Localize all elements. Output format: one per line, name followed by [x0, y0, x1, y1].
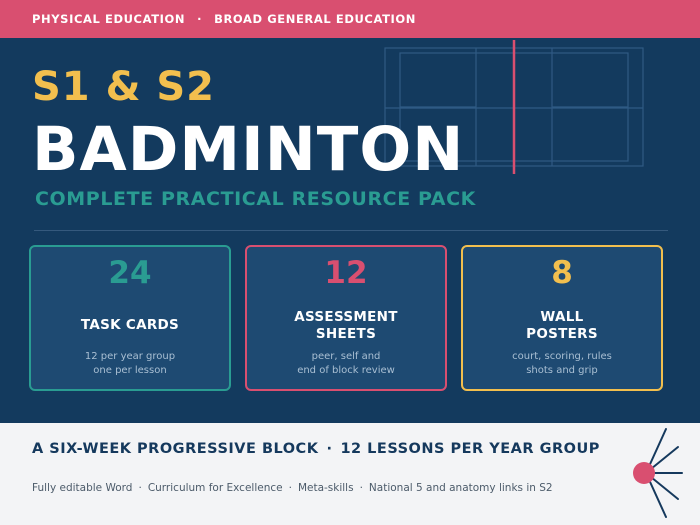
top-banner: PHYSICAL EDUCATION · BROAD GENERAL EDUCA… — [0, 0, 700, 38]
feature-item: Meta-skills — [297, 482, 354, 494]
badminton-court-icon — [384, 40, 644, 174]
card-count: 12 — [324, 255, 368, 291]
shuttlecock-icon — [633, 428, 683, 518]
block-duration: A SIX-WEEK PROGRESSIVE BLOCK — [32, 441, 319, 457]
assessment-sheets-card: 12 ASSESSMENT SHEETS peer, self and end … — [245, 245, 447, 391]
card-label-line: POSTERS — [526, 326, 598, 342]
feature-separator: · — [138, 482, 142, 494]
banner-separator: · — [197, 12, 203, 26]
hero-section: S1 & S2 BADMINTON COMPLETE PRACTICAL RES… — [0, 38, 700, 423]
footer: A SIX-WEEK PROGRESSIVE BLOCK · 12 LESSONS … — [0, 423, 700, 525]
curriculum-level-label: BROAD GENERAL EDUCATION — [214, 12, 417, 26]
feature-item: Fully editable Word — [32, 482, 133, 494]
wall-posters-card: 8 WALL POSTERS court, scoring, rules sho… — [461, 245, 663, 391]
card-description-line: one per lesson — [93, 364, 167, 376]
card-count: 24 — [108, 255, 152, 291]
feature-separator: · — [359, 482, 363, 494]
card-description: peer, self and end of block review — [247, 350, 445, 377]
page-title: BADMINTON — [32, 114, 465, 185]
page-subtitle: COMPLETE PRACTICAL RESOURCE PACK — [35, 188, 476, 210]
card-count: 8 — [551, 255, 573, 291]
card-description-line: court, scoring, rules — [512, 351, 612, 362]
feature-item: Curriculum for Excellence — [147, 482, 283, 494]
card-label: WALL POSTERS — [463, 309, 661, 343]
card-label: ASSESSMENT SHEETS — [247, 309, 445, 343]
headline-separator: · — [326, 441, 333, 457]
card-description-line: peer, self and — [311, 351, 381, 362]
card-description-line: end of block review — [297, 364, 395, 376]
card-description: 12 per year group one per lesson — [31, 350, 229, 377]
card-label-line: ASSESSMENT — [294, 309, 398, 325]
divider — [34, 230, 668, 231]
card-label-line: SHEETS — [315, 326, 377, 342]
feature-item: National 5 and anatomy links in S2 — [368, 482, 553, 494]
card-label: TASK CARDS — [31, 317, 229, 334]
card-label-line: WALL — [540, 309, 584, 325]
feature-separator: · — [288, 482, 292, 494]
subject-area-label: PHYSICAL EDUCATION — [32, 12, 186, 26]
feature-list: Fully editable Word · Curriculum for Excel… — [32, 482, 553, 494]
card-label-line: TASK CARDS — [80, 317, 180, 333]
card-description-line: 12 per year group — [84, 351, 176, 362]
lessons-per-group: 12 LESSONS PER YEAR GROUP — [340, 441, 600, 457]
block-summary: A SIX-WEEK PROGRESSIVE BLOCK · 12 LESSONS … — [32, 441, 600, 457]
year-groups-heading: S1 & S2 — [32, 64, 216, 110]
card-description: court, scoring, rules shots and grip — [463, 350, 661, 377]
task-cards-card: 24 TASK CARDS 12 per year group one per … — [29, 245, 231, 391]
card-description-line: shots and grip — [526, 364, 598, 376]
